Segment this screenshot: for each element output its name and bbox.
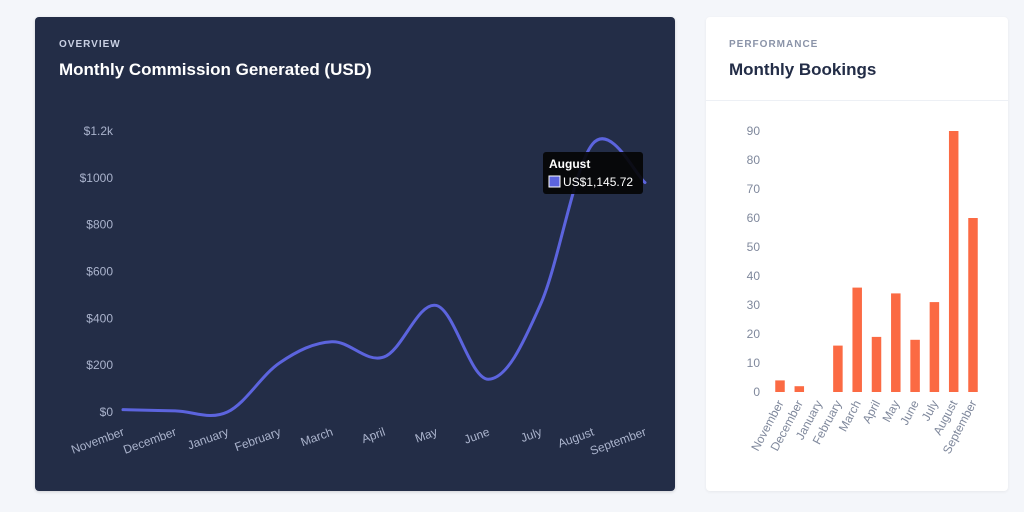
y-tick-label: $400 [86,311,113,325]
commission-point-february[interactable] [276,359,284,367]
y-tick-label: 0 [753,385,760,399]
y-tick-label: $800 [86,218,113,232]
y-tick-label: 40 [747,269,761,283]
y-tick-label: 60 [747,211,761,225]
bar-march[interactable] [852,287,862,392]
y-tick-label: 90 [747,124,761,138]
y-tick-label: 50 [747,240,761,254]
bookings-eyebrow: PERFORMANCE [729,39,819,50]
commission-point-may[interactable] [432,301,440,309]
commission-point-march[interactable] [328,338,336,346]
x-tick-label: June [462,425,492,447]
commission-line-chart: $0 $200 $400 $600 $800 $1000 $1.2k NovemberDece… [69,124,648,458]
bar-may[interactable] [891,293,901,392]
bookings-divider [706,100,1008,101]
tooltip-label: August [549,157,590,171]
bar-april[interactable] [871,336,882,392]
x-tick-label: July [519,425,544,445]
commission-point-july[interactable] [537,300,545,308]
y-tick-label: $600 [86,265,113,279]
bar-november[interactable] [775,380,785,392]
commission-point-april[interactable] [380,353,388,361]
commission-series-line [121,137,647,417]
x-tick-label: December [121,425,178,457]
commission-title: Monthly Commission Generated (USD) [59,60,372,79]
x-tick-label: January [186,425,231,453]
x-tick-label: September [588,425,648,458]
y-tick-label: 80 [747,153,761,167]
y-tick-label: $1000 [80,171,114,185]
chart-tooltip: August US$1,145.72 [543,152,643,194]
bookings-title: Monthly Bookings [729,60,877,79]
commission-point-november[interactable] [119,406,127,414]
x-tick-label: April [360,425,387,446]
y-tick-label: $0 [100,405,114,419]
x-tick-label: November [69,425,126,457]
bar-september[interactable] [968,218,978,392]
y-tick-label: 20 [747,327,761,341]
y-tick-label: $1.2k [84,124,114,138]
bar-july[interactable] [929,302,940,392]
bookings-bar-chart: 0102030405060708090NovemberDecemberJanua… [747,124,980,456]
tooltip-swatch [548,175,561,188]
y-tick-label: 70 [747,182,761,196]
commission-point-august[interactable] [589,140,597,148]
y-tick-label: 30 [747,298,761,312]
bar-august[interactable] [948,131,959,392]
bar-february[interactable] [833,345,843,392]
commission-point-december[interactable] [171,407,179,415]
bar-june[interactable] [910,339,920,392]
y-tick-label: $200 [86,358,113,372]
x-tick-label: June [897,398,922,428]
y-tick-label: 10 [747,356,761,370]
commission-eyebrow: OVERVIEW [59,39,121,50]
commission-point-june[interactable] [484,375,492,383]
x-tick-label: May [413,425,439,446]
commission-card: OVERVIEW Monthly Commission Generated (U… [35,17,675,491]
x-tick-label: March [299,425,335,450]
x-tick-label: February [233,425,283,455]
x-tick-label: April [860,398,884,426]
commission-point-january[interactable] [223,408,231,416]
bar-december[interactable] [794,386,805,392]
bookings-card: PERFORMANCE Monthly Bookings 0 10 20 30 40 50… [706,17,1008,491]
tooltip-value: US$1,145.72 [563,175,633,189]
